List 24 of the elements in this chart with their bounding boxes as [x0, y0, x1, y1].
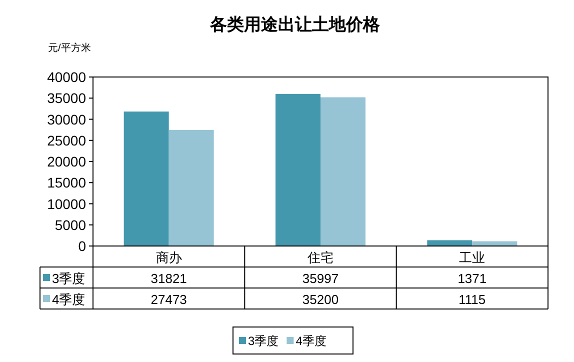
- legend-label: 3季度: [248, 334, 279, 348]
- ytick: 15000: [47, 174, 86, 191]
- xtick: 商办: [156, 250, 182, 265]
- ytick: 5000: [54, 216, 86, 233]
- ytick: 40000: [47, 69, 86, 85]
- row-label: 3季度: [52, 271, 86, 286]
- xtick: 住宅: [308, 250, 334, 265]
- ytick: 0: [78, 238, 86, 254]
- row-label: 4季度: [52, 292, 86, 307]
- title: 各类用途出让土地价格: [210, 15, 380, 34]
- ytick: 20000: [47, 154, 86, 170]
- ytick: 35000: [47, 90, 86, 106]
- data-label: 27473: [150, 292, 187, 307]
- xtick: 工业: [459, 250, 486, 265]
- ytick: 30000: [47, 111, 86, 128]
- ytick: 10000: [47, 196, 86, 212]
- data-label: 1115: [458, 292, 486, 307]
- data-label: 35200: [302, 292, 339, 307]
- legend-label: 4季度: [296, 334, 326, 348]
- data-label: 31821: [150, 271, 187, 286]
- data-label: 1371: [458, 271, 487, 286]
- ylabel: 元/平方米: [48, 43, 91, 54]
- data-label: 35997: [302, 271, 339, 286]
- ytick: 25000: [47, 132, 86, 148]
